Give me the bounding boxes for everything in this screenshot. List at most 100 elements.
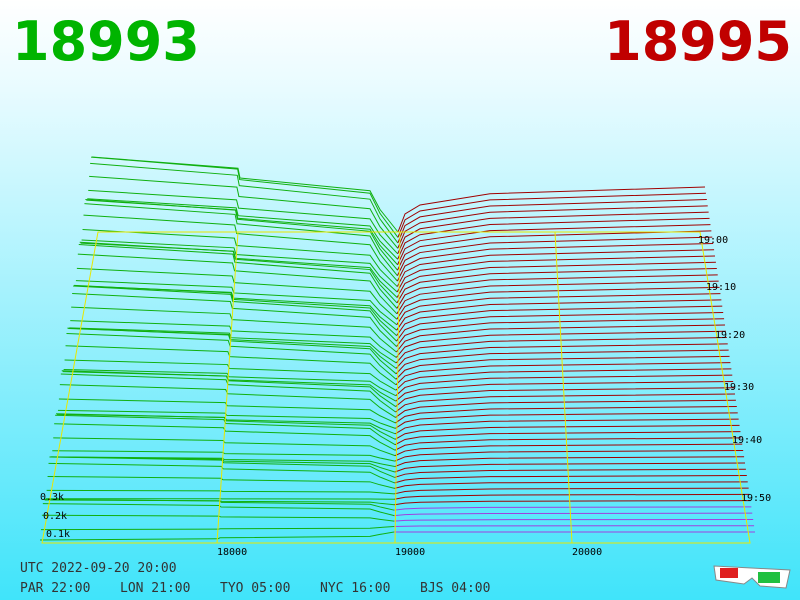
depth-line: [82, 229, 398, 287]
floor-grid: [41, 231, 751, 544]
depth-line: [395, 399, 736, 418]
depth-line: [396, 286, 720, 320]
depth-line: [394, 518, 754, 522]
depth-line: [396, 236, 713, 276]
depth-line: [395, 393, 736, 413]
depth-line: [397, 230, 712, 271]
depth-line: [394, 449, 744, 462]
floor: [41, 231, 751, 544]
depth-line: [396, 261, 716, 298]
ask-price: 18995: [604, 10, 792, 73]
depth-line: [396, 280, 719, 315]
depth-line: [45, 498, 395, 500]
depth-line: [90, 162, 399, 244]
depth-line: [67, 327, 397, 375]
depth-line: [394, 468, 746, 478]
depth-line: [84, 203, 398, 276]
time-label: 19:40: [732, 435, 762, 446]
depth-line: [66, 332, 397, 380]
depth-line: [395, 349, 729, 375]
depth-line: [78, 244, 398, 309]
depth-line: [74, 284, 397, 337]
depth-line: [88, 189, 399, 255]
depth-line: [394, 424, 740, 440]
depth-line: [396, 268, 717, 304]
depth-line: [394, 475, 747, 484]
depth-line: [395, 380, 734, 402]
depth-line: [56, 413, 396, 440]
depth-line: [59, 384, 396, 418]
depth-line: [46, 489, 395, 495]
depth-line: [396, 242, 714, 282]
grid-line: [394, 231, 401, 544]
green-lens: [758, 572, 780, 583]
grid-line: [554, 231, 573, 544]
depth-line: [74, 285, 398, 331]
depth-line: [85, 198, 398, 271]
depth-line: [50, 456, 395, 473]
grid-line: [216, 231, 239, 544]
depth-line: [395, 412, 738, 429]
depth-line: [394, 456, 745, 468]
depth-line: [89, 175, 399, 249]
depth-line: [58, 398, 396, 424]
depth-line: [394, 500, 751, 506]
depth-line: [396, 324, 726, 353]
depth-line: [75, 280, 398, 326]
depth-line: [65, 345, 397, 386]
depth-lines: [39, 156, 755, 541]
depth-line: [55, 414, 396, 446]
depth-line: [396, 255, 716, 293]
depth-line: [83, 214, 398, 282]
depth-line: [76, 267, 398, 320]
depth-line: [395, 406, 737, 424]
red-lens: [720, 568, 738, 578]
time-label: 19:50: [741, 493, 771, 504]
utc-time: UTC 2022-09-20 20:00: [20, 561, 177, 576]
depth-line: [70, 320, 397, 358]
depth-line: [77, 253, 398, 315]
depth-line: [396, 274, 718, 309]
depth-line: [394, 443, 743, 457]
depth-line: [52, 450, 396, 462]
time-label: 19:00: [698, 235, 728, 246]
depth-label: 0.2k: [43, 511, 67, 522]
depth-line: [42, 503, 395, 517]
depth-line: [49, 456, 395, 478]
depth-line: [64, 359, 397, 391]
depth-line: [394, 487, 749, 495]
depth-line: [395, 374, 733, 397]
depth-line: [395, 418, 739, 435]
clock: BJS 04:00: [420, 581, 490, 596]
depth-line: [394, 437, 742, 451]
depth-line: [395, 337, 727, 364]
depth-line: [397, 199, 707, 244]
depth-line: [397, 205, 708, 249]
depth-line: [81, 239, 398, 293]
depth-line: [395, 362, 731, 386]
clock: LON 21:00: [120, 581, 190, 596]
depth-line: [69, 327, 397, 364]
time-label: 19:20: [715, 330, 745, 341]
depth-line: [396, 318, 725, 347]
depth-line: [395, 343, 728, 369]
depth-label: 0.1k: [46, 529, 70, 540]
depth-label: 0.3k: [40, 492, 64, 503]
price-label: 18000: [217, 547, 247, 558]
depth-line: [396, 293, 721, 326]
depth-line: [54, 423, 396, 451]
depth-line: [394, 525, 755, 528]
depth-line: [397, 224, 711, 265]
depth-line: [41, 514, 395, 522]
3d-glasses-icon[interactable]: [713, 565, 791, 589]
depth-line: [394, 481, 748, 489]
depth-line: [91, 156, 399, 233]
depth-line: [72, 292, 397, 347]
depth-line: [395, 330, 726, 358]
depth-line: [396, 305, 723, 336]
depth-line: [48, 462, 395, 484]
depth-line: [396, 311, 724, 342]
depth-line: [394, 512, 753, 517]
price-label: 19000: [395, 547, 425, 558]
